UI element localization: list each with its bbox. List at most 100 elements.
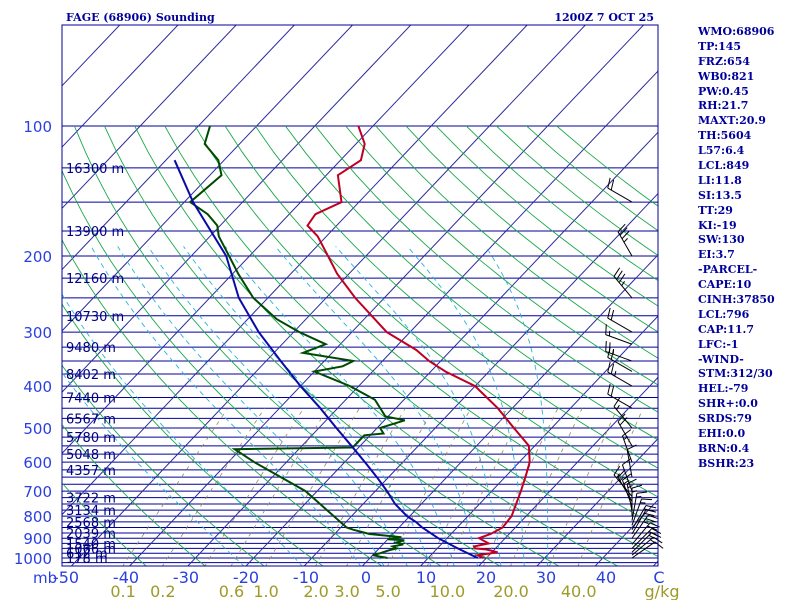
moist-adiabat-line bbox=[183, 246, 432, 566]
height-label: 12160 m bbox=[66, 272, 124, 287]
wind-barb bbox=[605, 341, 633, 362]
wind-barb bbox=[613, 267, 633, 299]
mixing-ratio-line bbox=[483, 408, 559, 566]
temperature-tick-label: C bbox=[653, 568, 664, 587]
pressure-tick-label: 100 bbox=[23, 118, 52, 136]
chart-title: FAGE (68906) Sounding bbox=[66, 11, 215, 24]
moist-adiabat-line bbox=[90, 246, 362, 566]
wind-barb bbox=[631, 528, 662, 549]
dry-adiabat-line bbox=[62, 364, 265, 566]
dry-adiabat-line bbox=[73, 125, 501, 566]
index-item: EI:3.7 bbox=[698, 248, 735, 262]
sounding-indices-panel: WMO:68906 TP:145 FRZ:654 WB0:821 PW:0.45 RH:2… bbox=[698, 25, 800, 472]
height-label: 2039 m bbox=[66, 527, 116, 542]
mixing-ratio-line bbox=[265, 407, 360, 566]
moist-adiabat-line bbox=[335, 246, 502, 566]
height-label: 2568 m bbox=[66, 516, 116, 531]
pressure-unit-label: mb bbox=[33, 569, 57, 587]
height-label: 7440 m bbox=[66, 392, 116, 407]
height-label: 13900 m bbox=[66, 225, 124, 240]
dry-adiabat-line bbox=[62, 239, 383, 566]
isotherm-line bbox=[245, 131, 658, 566]
wind-barb bbox=[607, 177, 633, 203]
mixing-ratio-label: 20.0 bbox=[493, 582, 529, 600]
moist-adiabat-line bbox=[62, 293, 303, 566]
dry-adiabat-line bbox=[315, 125, 658, 413]
parcel-path bbox=[173, 159, 479, 559]
isotherm-line bbox=[62, 25, 412, 393]
pressure-tick-label: 900 bbox=[23, 530, 52, 548]
height-label: 4357 m bbox=[66, 464, 116, 479]
wind-barb bbox=[607, 383, 633, 409]
pressure-tick-label: 300 bbox=[23, 324, 52, 342]
temperature-tick-label: 20 bbox=[476, 568, 496, 587]
height-label: 178 m bbox=[66, 552, 108, 567]
height-label: 3722 m bbox=[66, 492, 116, 507]
isotherm-line bbox=[62, 25, 470, 455]
height-label: 1066 m bbox=[66, 542, 116, 557]
dry-adiabat-line bbox=[62, 482, 147, 566]
moist-adiabat-line bbox=[274, 246, 478, 566]
index-item: BSHR:23 bbox=[698, 456, 755, 470]
dry-adiabat-line bbox=[194, 125, 658, 527]
pressure-tick-label: 500 bbox=[23, 420, 52, 438]
isotherm-line bbox=[70, 25, 587, 566]
wind-barb bbox=[617, 413, 633, 447]
index-item: STM:312/30 bbox=[698, 367, 773, 381]
index-item: LFC:-1 bbox=[698, 337, 739, 351]
mixing-ratio-label: 3.0 bbox=[334, 582, 359, 600]
mixing-ratio-label: 40.0 bbox=[561, 582, 597, 600]
temperature-tick-label: -10 bbox=[293, 568, 319, 587]
isotherm-line bbox=[0, 15, 13, 576]
index-item: LCL:796 bbox=[698, 307, 750, 321]
mixing-ratio-line bbox=[426, 408, 508, 566]
isotherm-line bbox=[187, 70, 658, 566]
mixing-ratio-line bbox=[346, 408, 434, 566]
mixing-ratio-line bbox=[549, 408, 618, 566]
index-item: L57:6.4 bbox=[698, 144, 745, 158]
temperature-tick-label: -50 bbox=[53, 568, 79, 587]
pressure-tick-label: 200 bbox=[23, 248, 52, 266]
dry-adiabat-line bbox=[345, 125, 658, 386]
wind-barb bbox=[607, 307, 633, 333]
pressure-tick-label: 1000 bbox=[14, 550, 52, 568]
moist-adiabat-line bbox=[407, 246, 525, 566]
wind-barb bbox=[631, 514, 659, 539]
index-item: TP:145 bbox=[698, 39, 742, 53]
wind-barb bbox=[617, 469, 633, 502]
mixing-ratio-line bbox=[509, 408, 583, 566]
temperature-tick-label: 40 bbox=[596, 568, 616, 587]
wind-barb bbox=[631, 491, 648, 521]
dry-adiabat-line bbox=[254, 125, 658, 469]
pressure-tick-label: 400 bbox=[23, 378, 52, 396]
dry-adiabat-line bbox=[375, 125, 658, 359]
index-item: SW:130 bbox=[698, 233, 745, 247]
isotherm-line bbox=[62, 25, 528, 516]
dry-adiabat-line bbox=[104, 125, 560, 566]
isotherm-line bbox=[62, 25, 179, 148]
height-label: 8402 m bbox=[66, 368, 116, 383]
index-item: CAPE:10 bbox=[698, 278, 752, 292]
mixing-ratio-line bbox=[230, 407, 329, 566]
index-item: FRZ:654 bbox=[698, 54, 751, 68]
index-item: LCL:849 bbox=[698, 159, 750, 173]
height-label: 3134 m bbox=[66, 504, 116, 519]
mixing-ratio-label: g/kg bbox=[645, 582, 680, 600]
temperature-tick-label: 10 bbox=[416, 568, 436, 587]
mixing-ratio-line bbox=[204, 407, 305, 566]
index-item: -PARCEL- bbox=[698, 263, 758, 277]
height-label: 612 m bbox=[66, 547, 108, 562]
mixing-ratio-label: 1.0 bbox=[253, 582, 278, 600]
isotherm-line bbox=[303, 192, 658, 566]
moist-adiabat-line bbox=[62, 371, 245, 566]
wind-barb bbox=[631, 484, 643, 517]
height-label: 1540 m bbox=[66, 537, 116, 552]
index-item: WMO:68906 bbox=[698, 25, 775, 38]
mixing-ratio-line bbox=[577, 408, 644, 566]
index-item: WB0:821 bbox=[698, 69, 755, 83]
temperature-tick-label: -20 bbox=[233, 568, 259, 587]
index-item: HEL:-79 bbox=[698, 382, 749, 396]
height-label: 5048 m bbox=[66, 448, 116, 463]
moist-adiabat-line bbox=[224, 246, 455, 566]
index-item: -WIND- bbox=[698, 352, 744, 366]
